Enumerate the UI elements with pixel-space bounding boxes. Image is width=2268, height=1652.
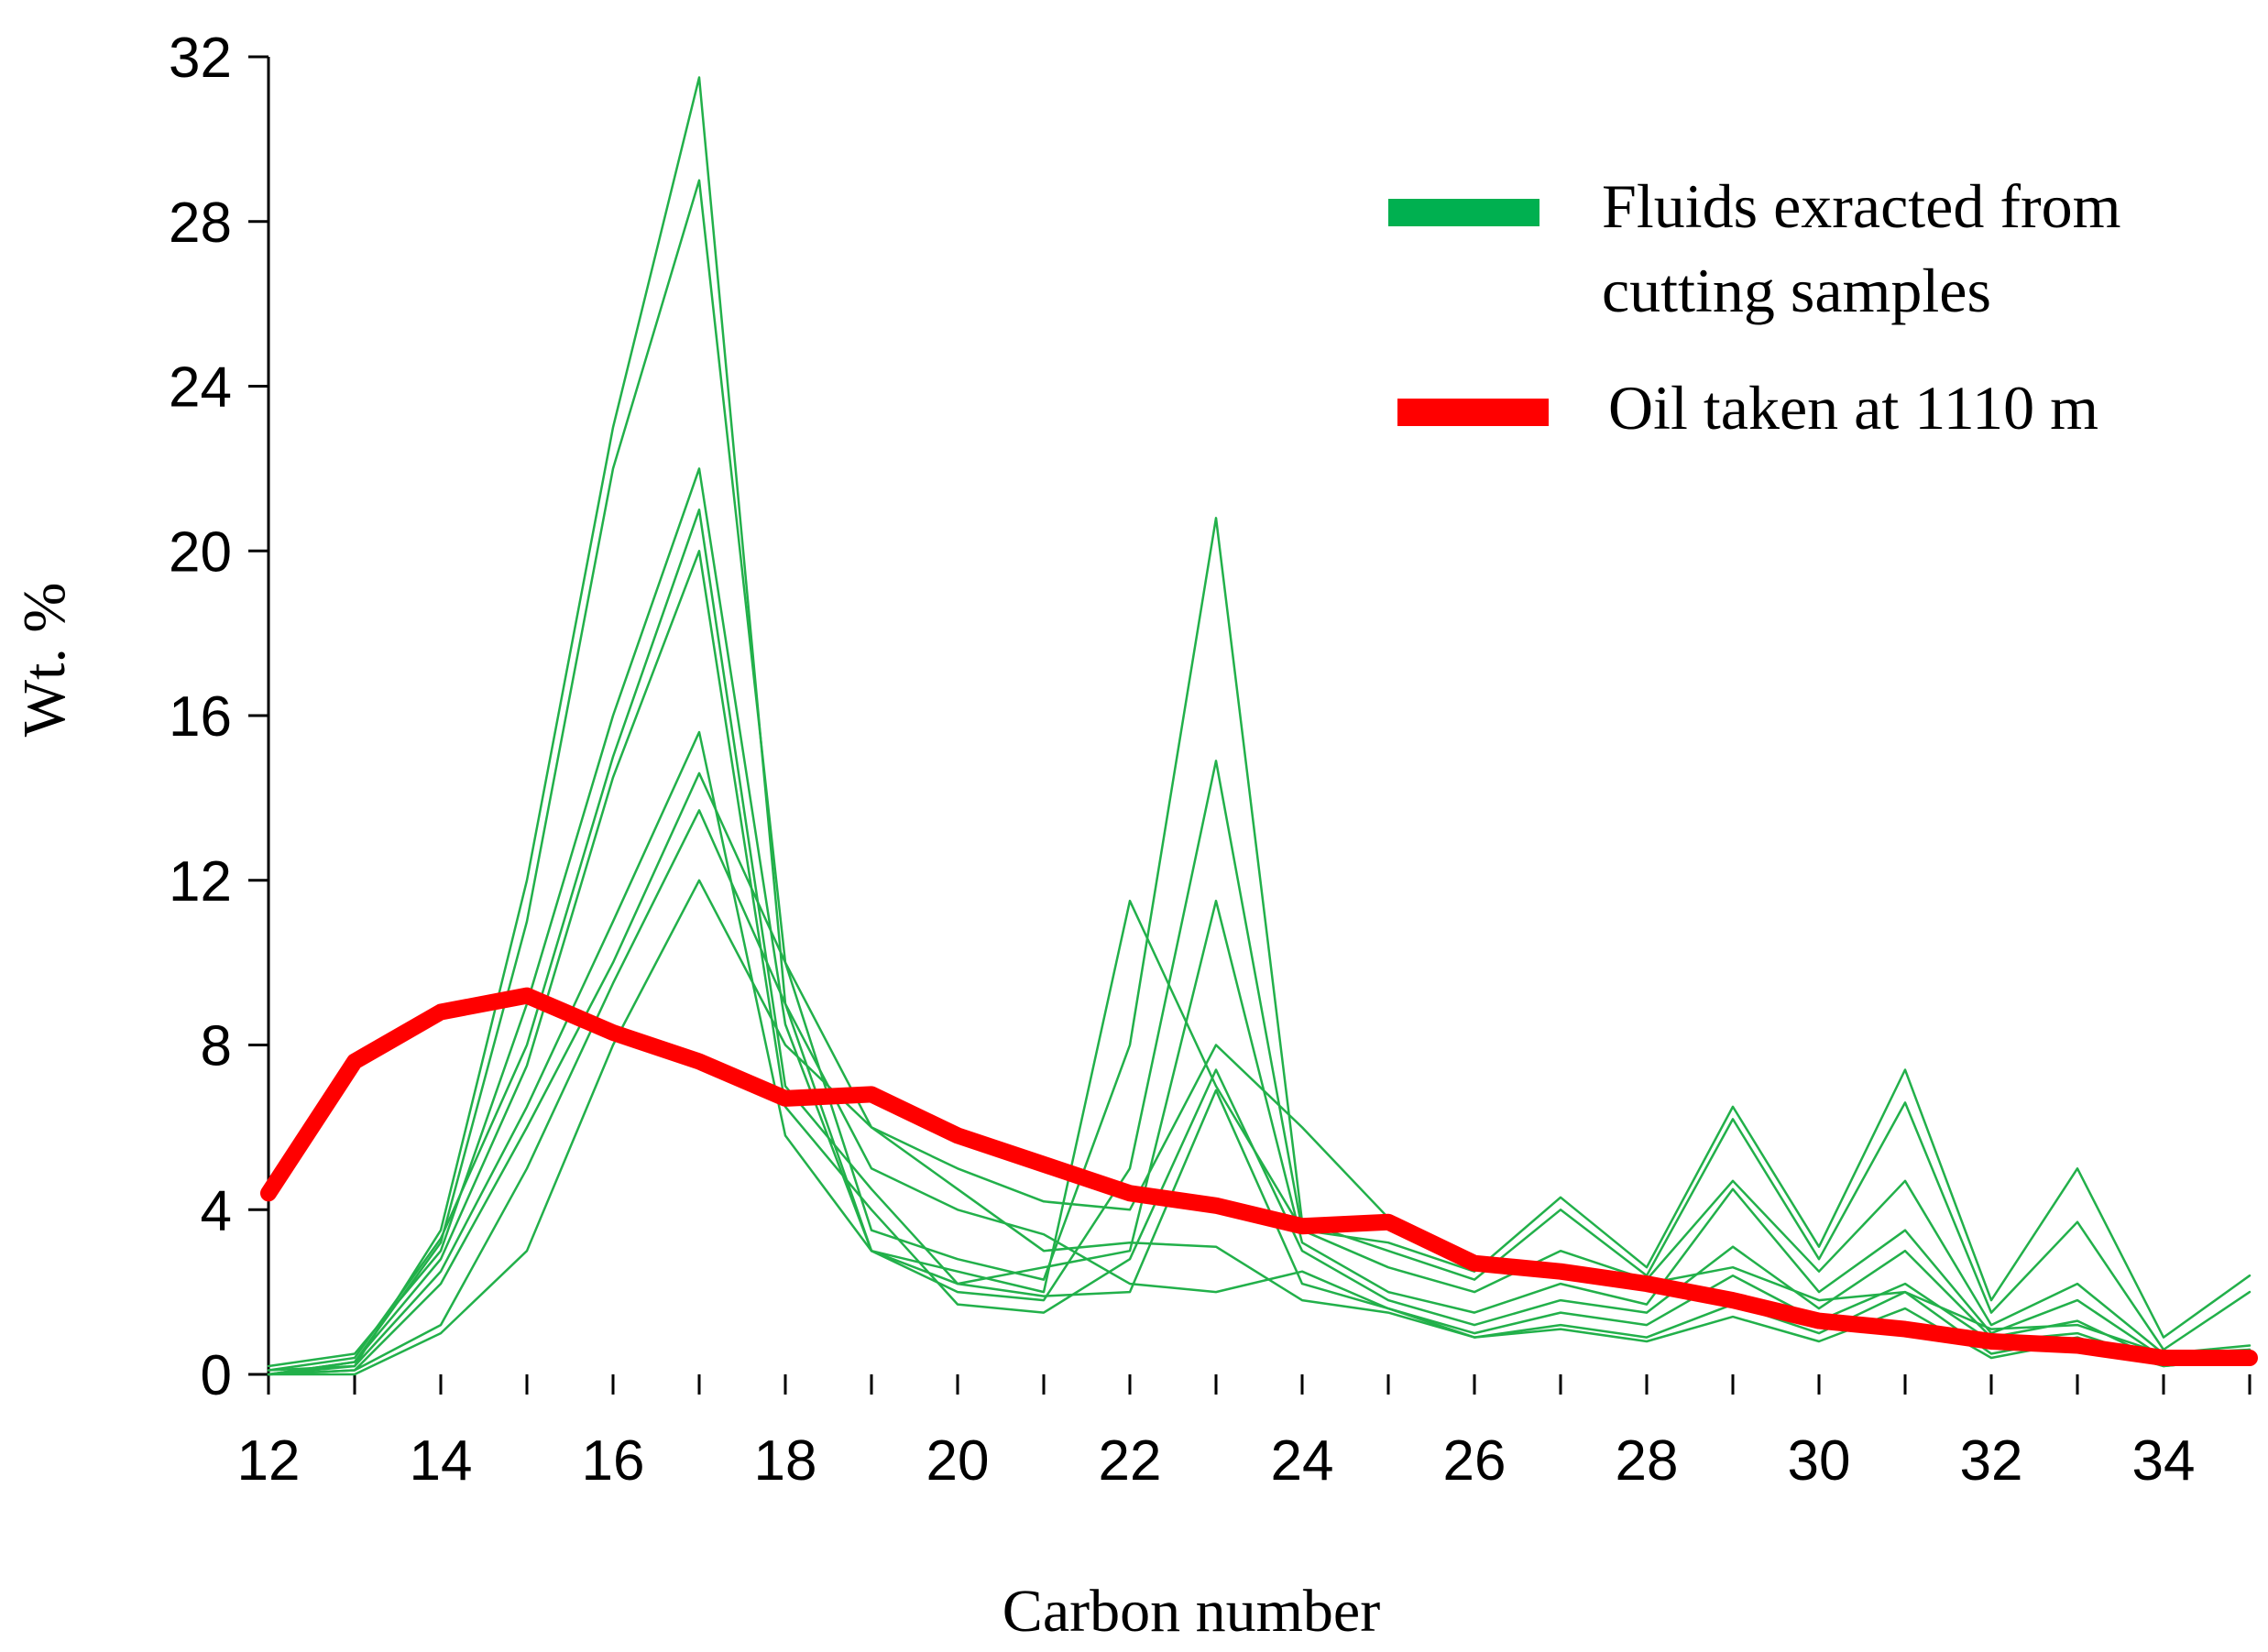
y-tick-label: 16: [169, 685, 232, 749]
x-tick-label: 22: [1099, 1429, 1162, 1493]
x-tick-label: 28: [1616, 1429, 1679, 1493]
y-tick-label: 4: [201, 1179, 232, 1242]
series-line-fluids-5: [267, 550, 2252, 1376]
y-axis-title: Wt. %: [11, 583, 78, 738]
x-tick-label: 18: [754, 1429, 817, 1493]
y-tick-label: 8: [201, 1015, 232, 1078]
series-line-fluids-9: [267, 879, 2252, 1376]
legend-label-fluids-line2: cutting samples: [1602, 256, 1991, 325]
y-tick-label: 24: [169, 356, 232, 420]
x-tick-label: 26: [1443, 1429, 1507, 1493]
x-axis-ticks: 12 14 16 18 20 22 24 26 28 30 32 34: [237, 1374, 2252, 1493]
x-tick-label: 32: [1960, 1429, 2023, 1493]
series-layer: [260, 76, 2258, 1376]
series-line-fluids-7: [267, 771, 2252, 1376]
x-tick-label: 16: [582, 1429, 645, 1493]
y-tick-label: 12: [169, 850, 232, 914]
series-line-oil: [260, 987, 2258, 1366]
series-line-fluids-3: [267, 467, 2252, 1368]
y-tick-label: 20: [169, 520, 232, 584]
x-axis-title: Carbon number: [1003, 1578, 1380, 1645]
series-line-fluids-4: [267, 509, 2252, 1372]
series-line-fluids-6: [267, 730, 2252, 1372]
x-tick-label: 20: [926, 1429, 990, 1493]
x-tick-label: 14: [410, 1429, 473, 1493]
series-line-fluids-2: [267, 179, 2252, 1376]
x-tick-label: 34: [2132, 1429, 2196, 1493]
x-tick-label: 24: [1271, 1429, 1334, 1493]
y-tick-label: 32: [169, 27, 232, 90]
legend: Fluids exracted from cutting samples Oil…: [1388, 171, 2121, 443]
legend-label-fluids-line1: Fluids exracted from: [1602, 171, 2121, 241]
series-line-fluids-8: [267, 809, 2252, 1376]
y-axis-ticks: 0 4 8 12 16 20 24 28 32: [169, 27, 268, 1407]
legend-label-oil: Oil taken at 1110 m: [1608, 373, 2098, 443]
x-tick-label: 12: [237, 1429, 301, 1493]
y-tick-label: 28: [169, 191, 232, 255]
axes: 0 4 8 12 16 20 24 28 32 12 14 16 18 20 22 24 26 28 30 32 34: [169, 27, 2252, 1493]
x-tick-label: 30: [1788, 1429, 1851, 1493]
y-tick-label: 0: [201, 1344, 232, 1407]
